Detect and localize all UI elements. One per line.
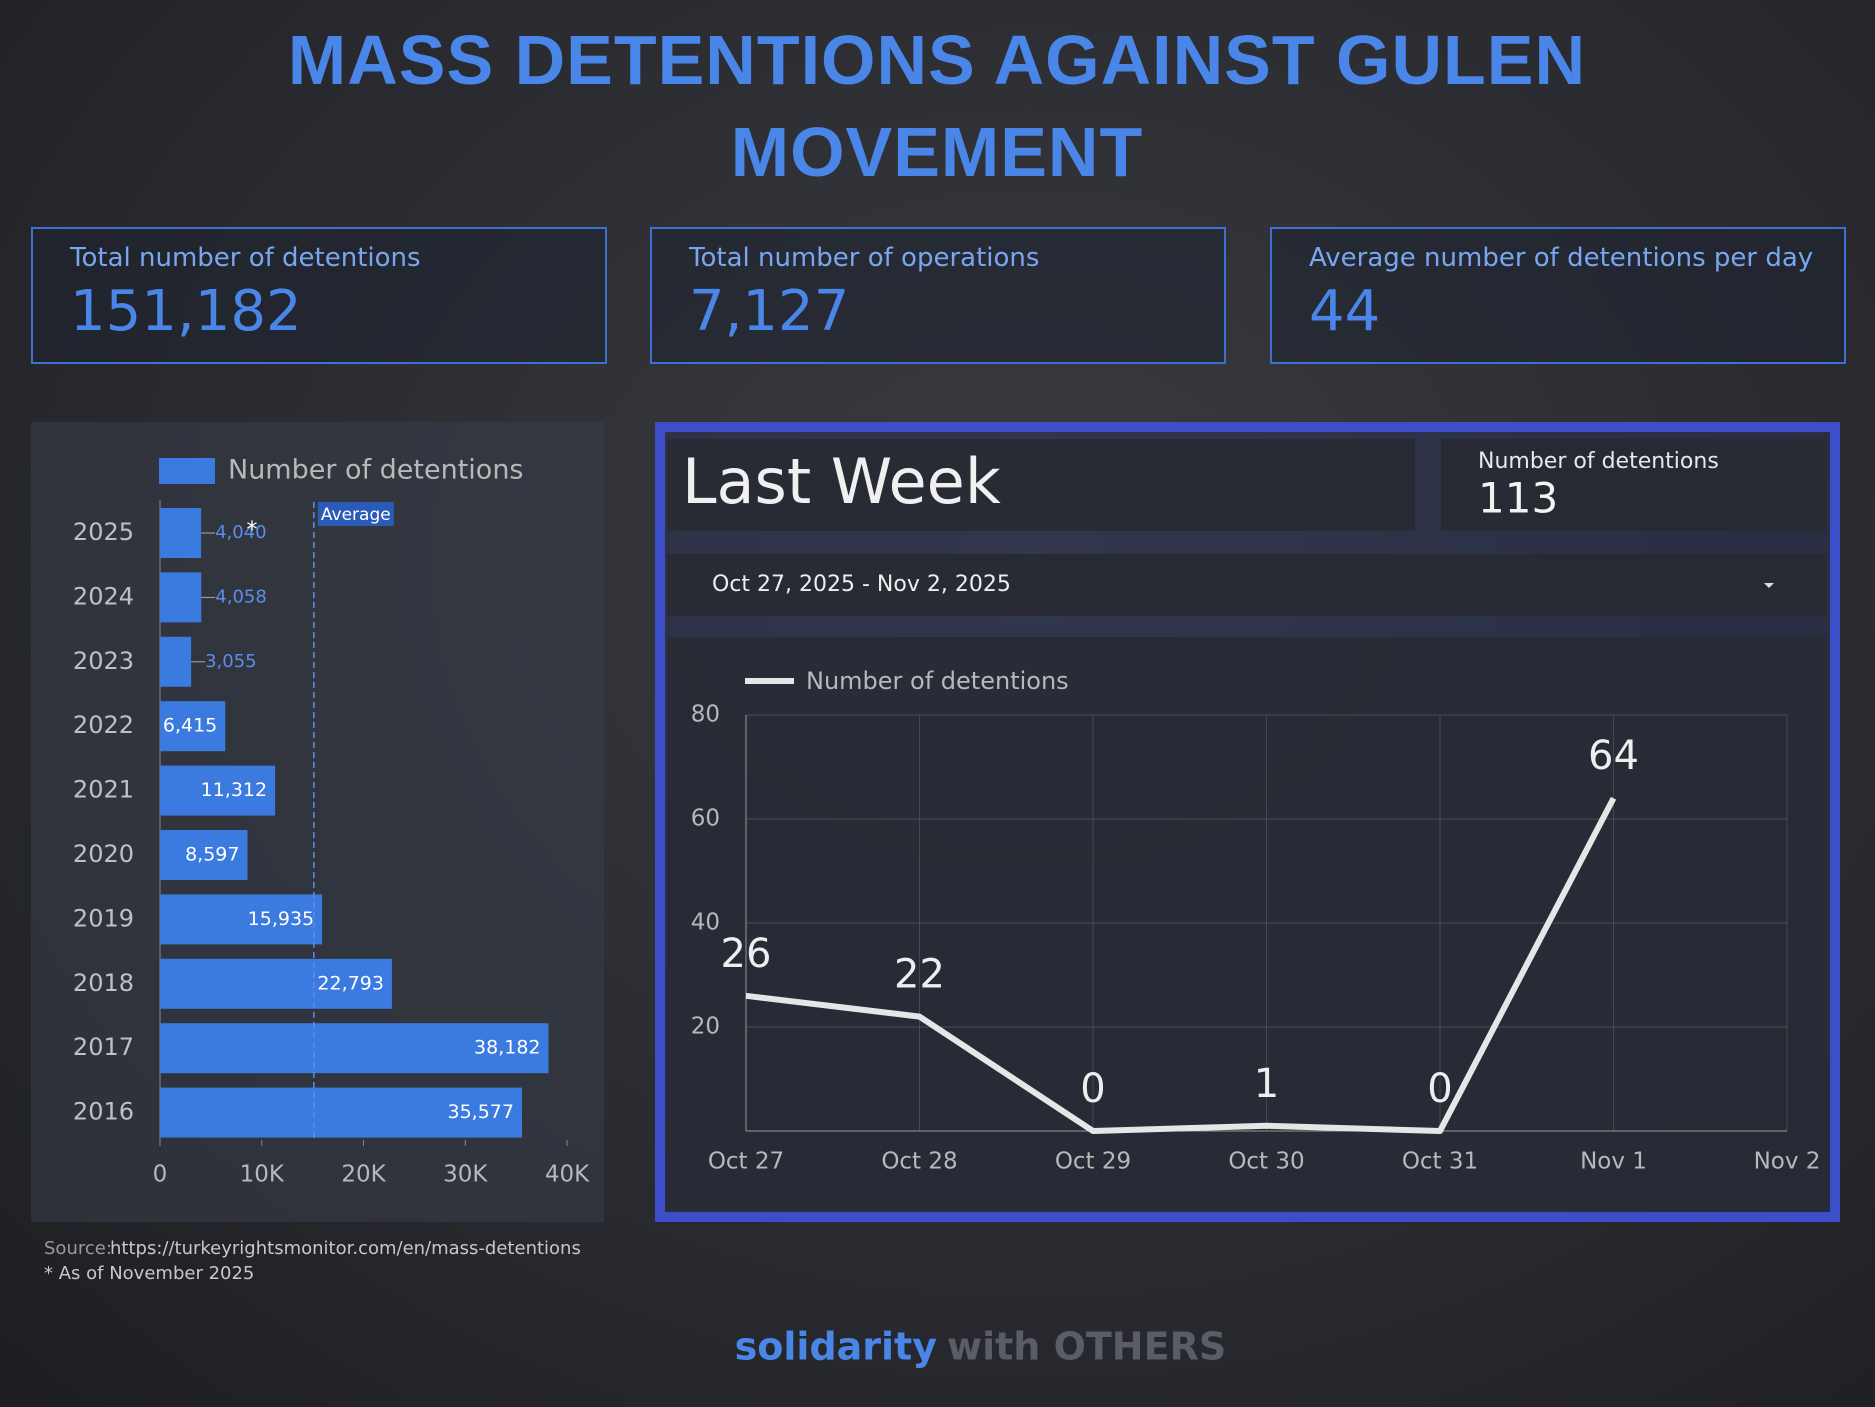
- x-tick-label: Oct 30: [1228, 1149, 1304, 1175]
- bar-value-label: 3,055: [205, 651, 257, 672]
- brand-part-2: with OTHERS: [947, 1325, 1226, 1369]
- reference-label: Average: [321, 505, 391, 525]
- y-tick-label: 60: [691, 806, 720, 832]
- last-week-kpi-value: 113: [1478, 474, 1558, 523]
- bar: [160, 636, 192, 687]
- last-week-kpi-box: [1441, 439, 1826, 531]
- last-week-title-box: [667, 439, 1415, 531]
- last-week-kpi-label: Number of detentions: [1478, 449, 1719, 474]
- kpi-value: 7,127: [689, 279, 850, 344]
- annotation: *: [247, 518, 258, 543]
- bar-value-label: 38,182: [474, 1037, 540, 1059]
- bar: [160, 572, 202, 623]
- x-tick-label: 40K: [545, 1162, 590, 1188]
- data-label: 0: [1427, 1066, 1452, 1112]
- legend-label: Number of detentions: [806, 667, 1069, 695]
- x-tick-label: 10K: [240, 1162, 285, 1188]
- line-series: [745, 796, 1617, 1134]
- y-tick-label: 2025: [73, 518, 134, 546]
- bar: [160, 830, 248, 880]
- data-label: 1: [1254, 1061, 1279, 1107]
- y-tick-label: 2018: [73, 969, 134, 997]
- bar-value-label: 11,312: [201, 779, 267, 801]
- y-tick-label: 80: [691, 702, 720, 728]
- bar-panel: [31, 422, 604, 1222]
- y-tick-label: 20: [691, 1014, 720, 1040]
- bar: [160, 508, 202, 558]
- x-tick-label: Nov 2: [1754, 1149, 1821, 1175]
- x-tick-label: 20K: [341, 1162, 386, 1188]
- legend-swatch: [159, 458, 215, 484]
- source-url: https://turkeyrightsmonitor.com/en/mass-…: [110, 1238, 581, 1259]
- dropdown-arrow: [1764, 583, 1774, 588]
- date-range-control[interactable]: [667, 554, 1826, 616]
- y-tick-label: 2021: [73, 776, 134, 804]
- kpi-card: Total number of detentions 151,182: [31, 227, 607, 364]
- bar: [160, 1087, 522, 1138]
- y-tick-label: 2019: [73, 904, 134, 932]
- bar-value-label: 8,597: [185, 844, 239, 866]
- source-label: Source:: [44, 1238, 112, 1259]
- x-tick-label: Oct 31: [1402, 1149, 1478, 1175]
- last-week-panel: [655, 422, 1840, 1222]
- y-tick-label: 2022: [73, 711, 134, 739]
- bar-value-label: 35,577: [448, 1101, 514, 1123]
- kpi-card: Average number of detentions per day 44: [1270, 227, 1846, 364]
- bar: [160, 765, 276, 816]
- bar: [160, 701, 226, 752]
- kpi-card: Total number of operations 7,127: [650, 227, 1226, 364]
- data-label: 26: [721, 931, 772, 977]
- x-tick-label: Oct 29: [1055, 1149, 1131, 1175]
- footnote: * As of November 2025: [44, 1263, 254, 1284]
- kpi-value: 44: [1309, 279, 1381, 344]
- brand-part-1: solidarity: [735, 1325, 938, 1369]
- last-week-title: Last Week: [682, 445, 1001, 518]
- y-tick-label: 2024: [73, 582, 134, 610]
- kpi-label: Total number of detentions: [70, 243, 421, 273]
- y-tick-label: 40: [691, 910, 720, 936]
- kpi-label: Average number of detentions per day: [1309, 243, 1814, 273]
- kpi-label: Total number of operations: [689, 243, 1040, 273]
- data-label: 22: [894, 952, 945, 998]
- x-tick-label: 0: [153, 1162, 168, 1188]
- y-tick-label: 2020: [73, 840, 134, 868]
- legend-label: Number of detentions: [228, 455, 524, 486]
- date-range-text: Oct 27, 2025 - Nov 2, 2025: [712, 572, 1011, 597]
- data-label: 64: [1588, 733, 1639, 779]
- bar-value-label: 4,058: [215, 586, 267, 607]
- bar: [160, 1023, 549, 1074]
- line-chart-box: [667, 637, 1826, 1210]
- page-title: MASS DETENTIONS AGAINST GULEN MOVEMENT: [287, 21, 1587, 191]
- bar-value-label: 15,935: [248, 908, 314, 930]
- reference-label-bg: [317, 502, 394, 526]
- bar: [160, 958, 392, 1009]
- bar-value-label: 6,415: [163, 715, 217, 737]
- x-tick-label: Oct 28: [881, 1149, 957, 1175]
- bar-value-label: 4,040: [215, 522, 267, 543]
- x-tick-label: Nov 1: [1580, 1149, 1647, 1175]
- x-tick-label: 30K: [443, 1162, 488, 1188]
- y-tick-label: 2016: [73, 1098, 134, 1126]
- kpi-value: 151,182: [70, 279, 302, 344]
- bar: [160, 894, 323, 945]
- y-tick-label: 2023: [73, 647, 134, 675]
- x-tick-label: Oct 27: [708, 1149, 784, 1175]
- data-label: 0: [1080, 1066, 1105, 1112]
- y-tick-label: 2017: [73, 1033, 134, 1061]
- bar-value-label: 22,793: [317, 972, 383, 994]
